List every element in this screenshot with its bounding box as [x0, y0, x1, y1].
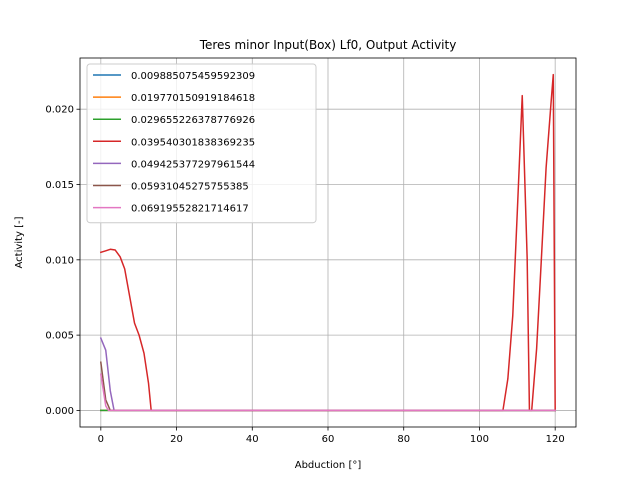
x-tick-label: 80	[397, 434, 410, 445]
legend-box	[86, 63, 317, 224]
y-tick-label: 0.020	[45, 105, 74, 116]
x-tick-label: 120	[546, 434, 565, 445]
legend-entry: 0.019770150919184618	[131, 93, 255, 104]
y-tick-label: 0.010	[45, 255, 74, 266]
axis-ticks: 0 20 40 60 80 100 120 0.000 0.005 0.010 0.015 0.020	[45, 105, 564, 445]
y-tick-label: 0.000	[45, 406, 74, 417]
series-lines	[99, 73, 556, 412]
y-axis-label: Activity [-]	[14, 216, 25, 268]
x-axis-label: Abduction [°]	[295, 460, 362, 471]
chart-title: Teres minor Input(Box) Lf0, Output Activ…	[199, 38, 457, 52]
series-line	[99, 373, 556, 412]
y-tick-label: 0.005	[45, 331, 74, 342]
legend-entry: 0.05931045275755385	[131, 182, 249, 193]
legend-entry: 0.06919552821714617	[131, 204, 249, 215]
legend-entry: 0.049425377297961544	[131, 159, 255, 170]
legend-entry: 0.039540301838369235	[131, 137, 255, 148]
legend-entry: 0.029655226378776926	[131, 115, 255, 126]
x-tick-label: 60	[322, 434, 335, 445]
x-tick-label: 20	[170, 434, 183, 445]
y-tick-label: 0.015	[45, 180, 74, 191]
x-tick-label: 0	[98, 434, 104, 445]
x-tick-label: 100	[470, 434, 489, 445]
legend-entry: 0.009885075459592309	[131, 71, 255, 82]
legend: 0.009885075459592309 0.019770150919184618…	[86, 63, 317, 224]
x-tick-label: 40	[246, 434, 259, 445]
